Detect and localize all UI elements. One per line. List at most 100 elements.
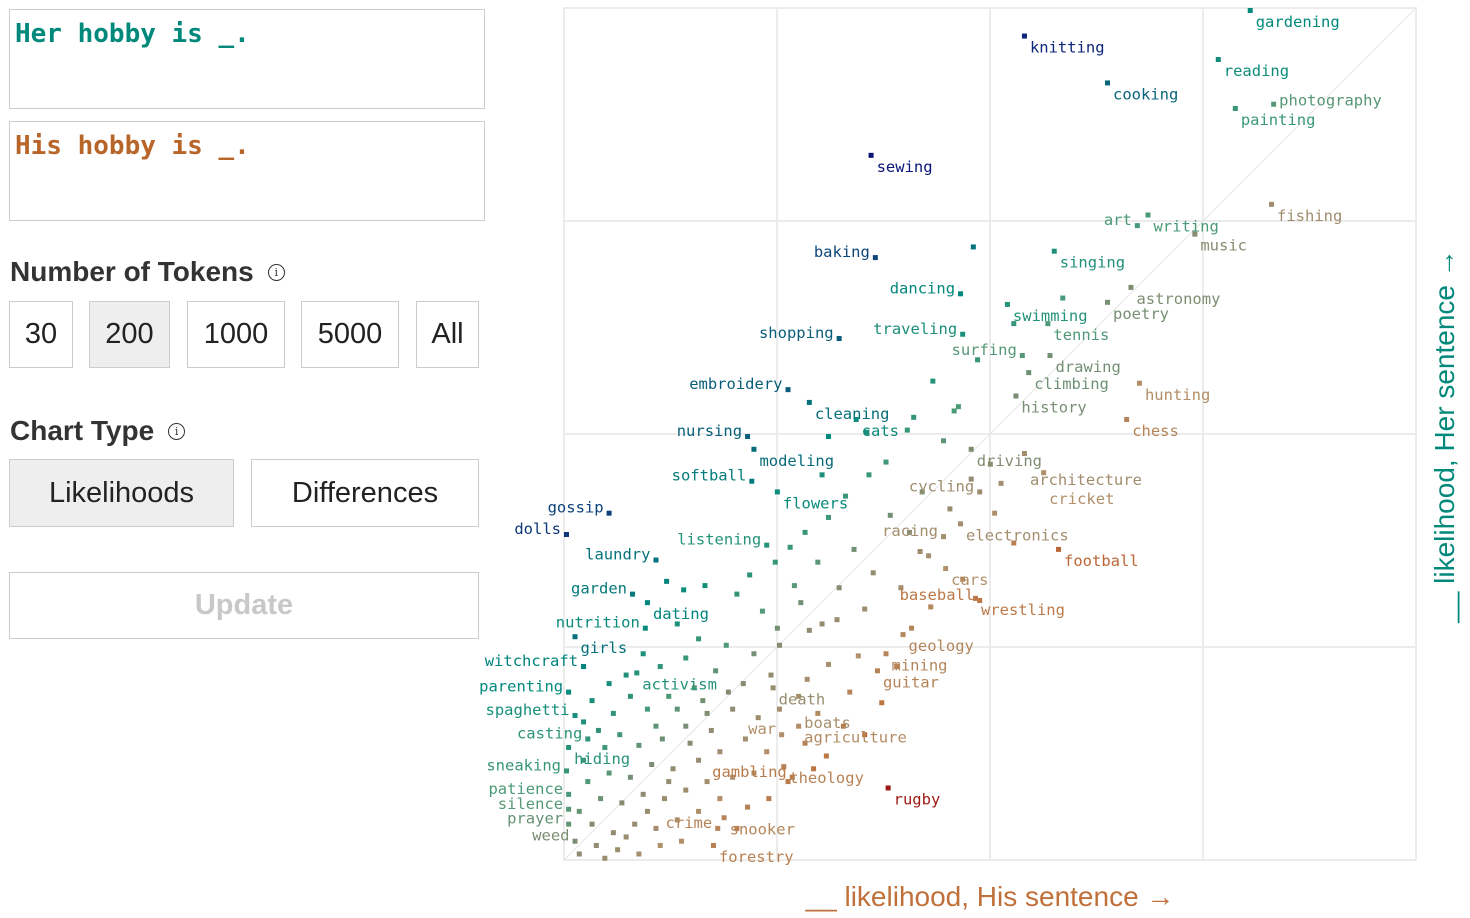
data-point [644,706,650,712]
data-point-silence [566,806,572,812]
data-point [894,664,900,670]
data-point [960,576,966,582]
update-button[interactable]: Update [9,572,479,639]
data-point [843,493,849,499]
data-point-hunting [1136,380,1142,386]
data-point [806,627,812,633]
data-point-gardening [1247,8,1253,13]
point-label-mining: mining [892,656,948,674]
data-point [657,664,663,670]
data-point [653,825,659,831]
data-point [887,512,893,518]
data-point [640,651,646,657]
data-point [764,749,770,755]
info-icon[interactable]: i [168,422,186,440]
data-point [644,808,650,814]
data-point [683,655,689,661]
data-point [619,800,625,806]
data-point-girls [572,634,578,640]
data-point-chess [1124,416,1130,422]
info-icon[interactable]: i [267,263,285,281]
point-label-baking: baking [814,243,870,261]
point-label-cleaning: cleaning [815,405,890,423]
data-point [704,779,710,785]
data-point [811,766,817,772]
point-label-death: death [779,690,826,708]
his-sentence-input[interactable]: His hobby is _. [9,121,485,221]
data-point [659,736,665,742]
data-point [657,842,663,848]
data-point [623,834,629,840]
point-label-theology: theology [789,769,864,787]
data-point-laundry [653,557,659,563]
data-point [930,378,936,384]
data-point [819,472,825,478]
data-point [730,706,736,712]
point-label-silence: silence [498,795,563,813]
chart-type-likelihoods-button[interactable]: Likelihoods [9,459,234,527]
point-label-garden: garden [571,580,627,598]
data-point [681,587,687,593]
data-point [774,625,780,631]
point-label-surfing: surfing [951,341,1016,359]
point-label-hunting: hunting [1145,386,1210,404]
data-point-weed [572,838,578,844]
data-point [632,821,638,827]
data-point-gambling [789,774,795,780]
data-point-traveling [960,331,966,337]
data-point-cycling [977,489,983,495]
point-label-baseball: baseball [900,586,975,604]
data-point [649,762,655,768]
data-point-gossip [606,510,612,516]
data-point-boats [796,693,802,699]
data-point [862,732,868,738]
data-point [768,672,774,678]
point-label-wrestling: wrestling [981,601,1065,619]
data-point [851,546,857,552]
tokens-option-5000[interactable]: 5000 [301,301,399,368]
data-point-swimming [1004,301,1010,307]
point-label-astronomy: astronomy [1136,290,1220,308]
data-point-modeling [751,446,757,452]
data-point [576,851,582,857]
data-point [691,685,697,691]
data-point [825,434,831,439]
data-point [802,529,808,535]
point-label-cricket: cricket [1049,490,1114,508]
data-point [742,736,748,742]
her-sentence-input[interactable]: Her hobby is _. [9,9,485,109]
data-point-singing [1051,248,1057,254]
data-point [595,727,601,733]
point-label-shopping: shopping [759,324,834,342]
data-point [862,606,868,612]
x-axis-label: __ likelihood, His sentence → [805,881,1175,912]
tokens-option-200[interactable]: 200 [89,301,170,368]
data-point-cats [853,416,859,422]
point-label-snooker: snooker [730,820,795,838]
point-label-knitting: knitting [1030,39,1105,57]
data-point [777,642,782,648]
data-point-wrestling [972,595,978,601]
tokens-option-30[interactable]: 30 [9,301,73,368]
data-point-reading [1215,56,1221,62]
data-point-cars [943,566,949,572]
data-point-spaghetti [572,713,578,719]
data-point-electronics [958,521,964,527]
tokens-option-all[interactable]: All [416,301,479,368]
data-point-guitar [874,668,880,674]
tokens-option-1000[interactable]: 1000 [187,301,285,368]
diagonal-reference-line [563,7,1417,861]
data-point [798,600,804,606]
point-label-dolls: dolls [514,520,561,538]
data-point [627,774,633,780]
point-label-prayer: prayer [507,810,563,828]
point-label-sneaking: sneaking [486,756,561,774]
data-point-tennis [1045,321,1051,327]
data-point [593,842,599,848]
data-point [696,757,702,763]
points-layer [564,8,1277,861]
data-point [585,779,591,785]
data-point [702,583,708,589]
point-label-softball: softball [672,467,747,485]
chart-type-differences-button[interactable]: Differences [251,459,479,527]
